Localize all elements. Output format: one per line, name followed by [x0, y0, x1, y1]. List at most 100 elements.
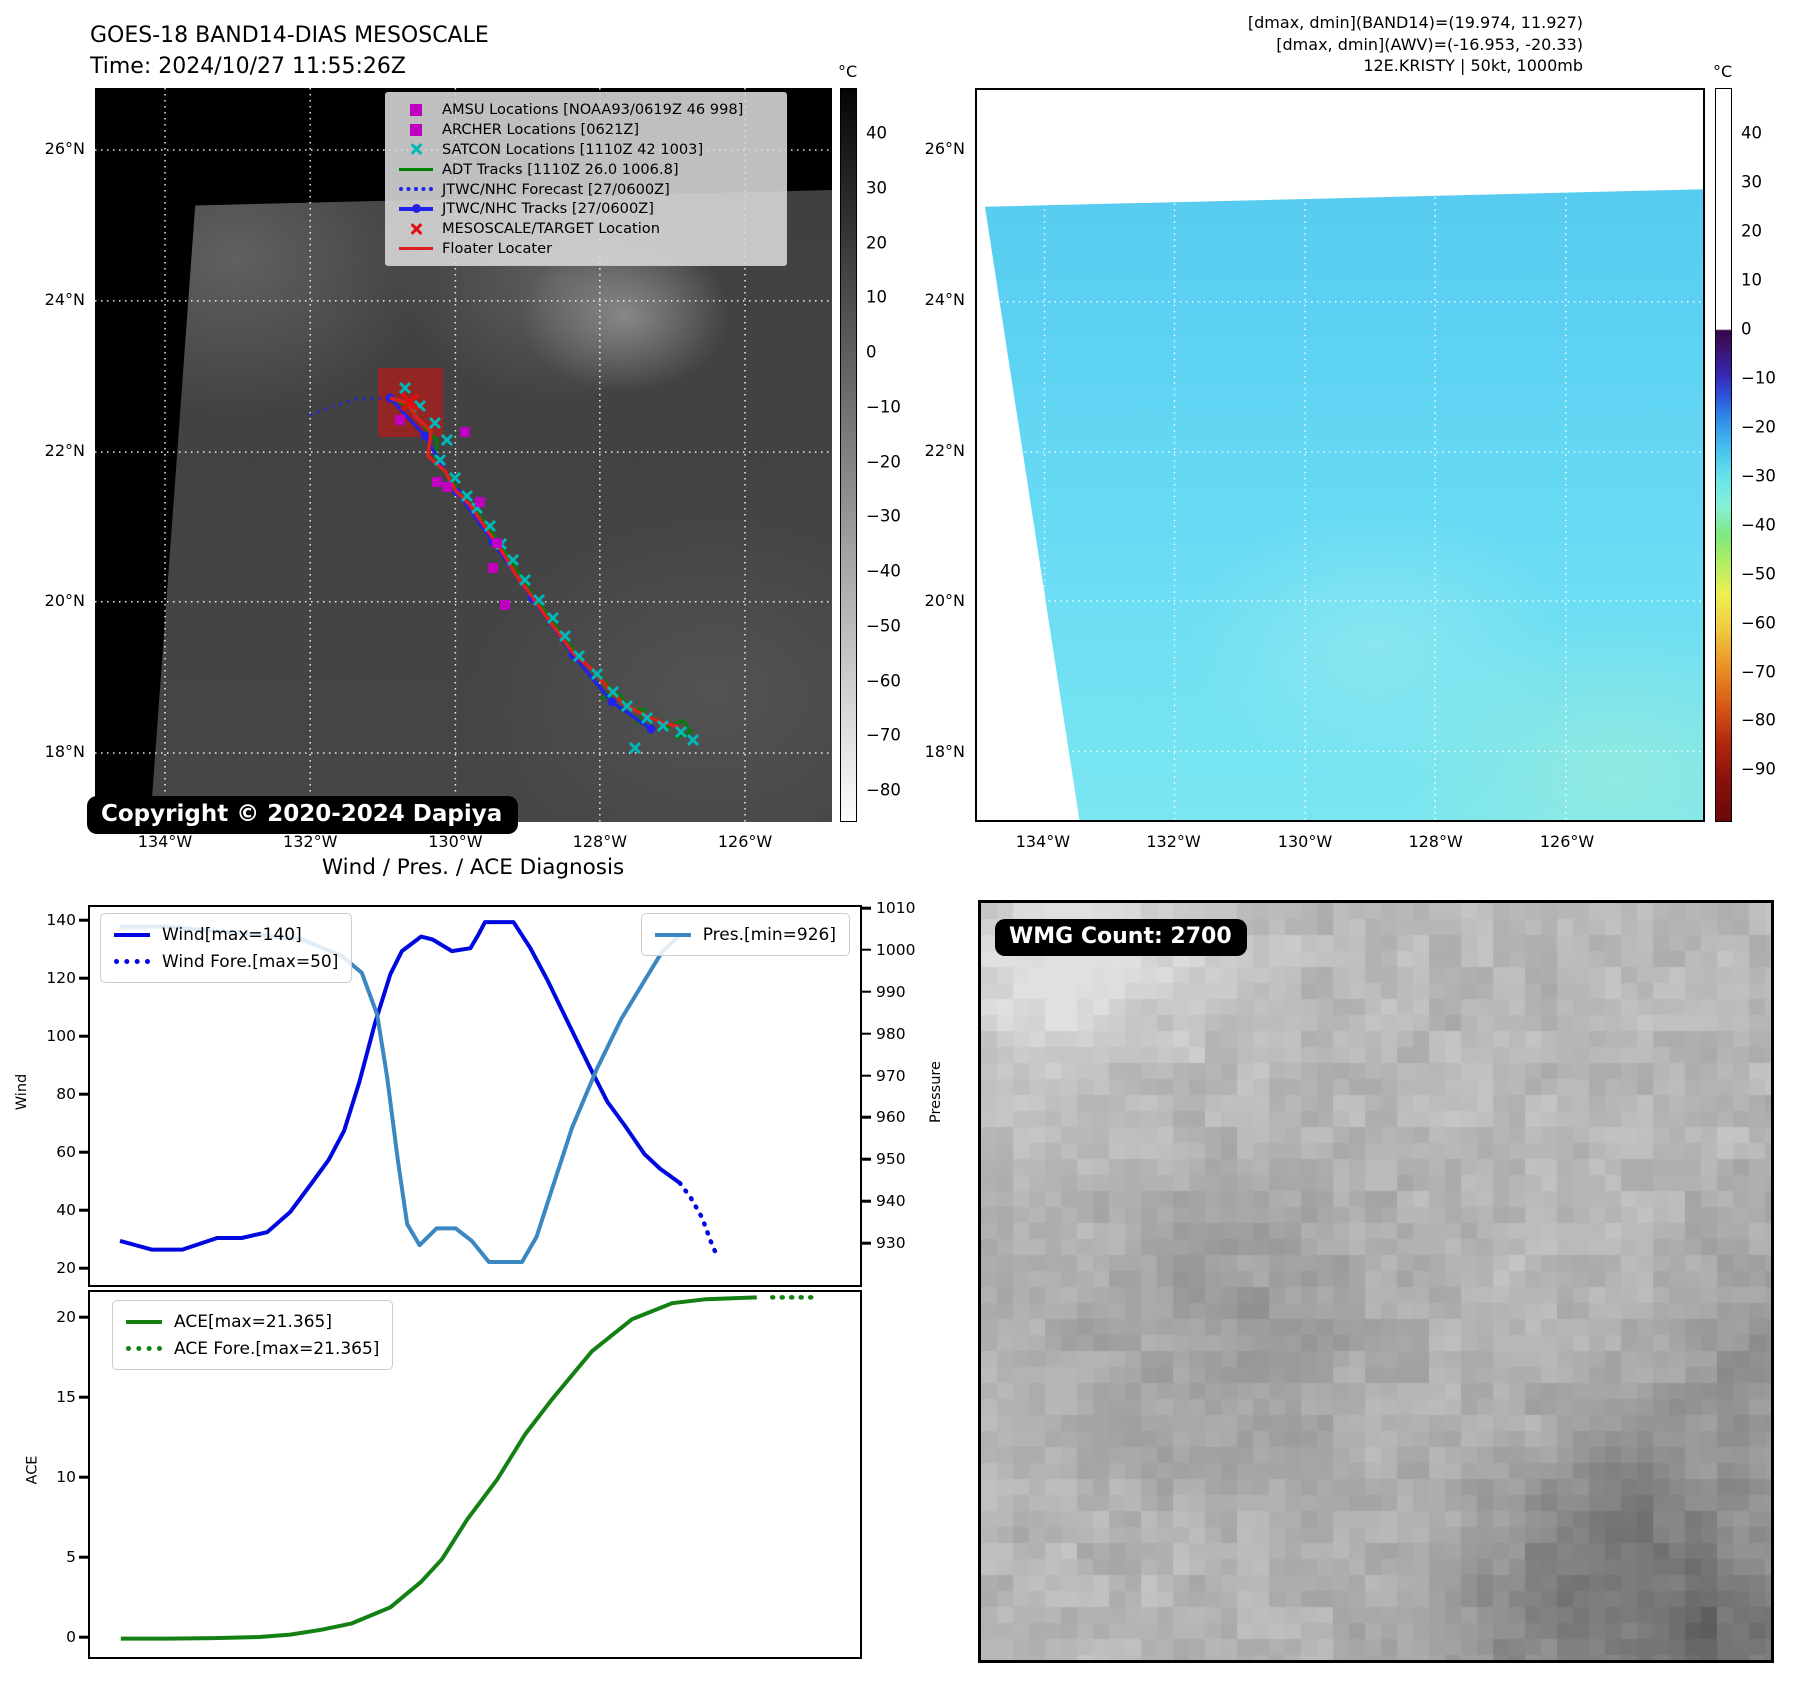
band14-panel-title: GOES-18 BAND14-DIAS MESOSCALE Time: 2024… [90, 20, 489, 82]
legend-row: SATCON Locations [1110Z 42 1003] [390, 140, 778, 160]
copyright-badge: Copyright © 2020-2024 Dapiya [87, 796, 519, 834]
legend-row: AMSU Locations [NOAA93/0619Z 46 998] [390, 100, 778, 120]
legend-label: ARCHER Locations [0621Z] [442, 121, 640, 139]
pressure-axis-label: Pressure [927, 1061, 944, 1123]
satcon-x-marker [532, 593, 546, 607]
awv-header: [dmax, dmin](BAND14)=(19.974, 11.927) [d… [1248, 12, 1583, 77]
satcon-x-marker [460, 489, 474, 503]
map-gridlines [95, 88, 832, 822]
axis-tick-label: 960 [876, 1108, 906, 1127]
map-legend: AMSU Locations [NOAA93/0619Z 46 998] ARCH… [385, 92, 787, 267]
axis-tick-mark [862, 990, 871, 994]
axis-tick-mark [862, 1158, 871, 1161]
x-cyan-marker [390, 142, 442, 156]
axis-tick-label: 0 [66, 1628, 76, 1647]
axis-tick-mark [79, 1266, 88, 1270]
line-dot-blue-icon [399, 204, 433, 213]
wmg-count-badge: WMG Count: 2700 [995, 919, 1247, 956]
axis-tick-label: 20 [56, 1258, 76, 1277]
satcon-x-marker [483, 519, 497, 533]
colorbar-tick-label: 20 [866, 233, 887, 252]
wind-forecast-swatch [114, 959, 150, 964]
axis-tick-label: 1000 [876, 940, 916, 959]
axis-tick-mark [79, 1315, 88, 1319]
lat-tick-label: 22°N [44, 441, 85, 461]
legend-label: ADT Tracks [1110Z 26.0 1006.8] [442, 160, 679, 178]
dmax-dmin-band14: [dmax, dmin](BAND14)=(19.974, 11.927) [1247, 13, 1583, 32]
axis-tick-mark [79, 1556, 88, 1559]
amsu-marker [488, 563, 498, 573]
colorbar-tick-label: −10 [866, 397, 901, 417]
legend-row: ADT Tracks [1110Z 26.0 1006.8] [390, 159, 778, 179]
jtwc-track-point [646, 724, 656, 734]
satcon-x-marker [640, 711, 654, 725]
legend-label: Floater Locater [442, 239, 553, 257]
square-magenta-marker [390, 123, 442, 136]
ace-forecast-legend-label: ACE Fore.[max=21.365] [174, 1338, 380, 1359]
axis-tick-mark [79, 1208, 88, 1212]
legend-row: Wind Fore.[max=50] [114, 948, 338, 975]
legend-label: MESOSCALE/TARGET Location [442, 220, 660, 238]
amsu-marker [475, 497, 485, 507]
colorbar-tick-label: −50 [866, 616, 901, 636]
axis-tick-label: 1010 [876, 898, 916, 917]
axis-tick-mark [79, 1395, 88, 1399]
wmg-panel: WMG Count: 2700 [978, 900, 1774, 1663]
satcon-x-marker [506, 553, 520, 567]
colorbar-tick-label: 30 [866, 178, 887, 198]
lon-tick-label: 132°W [1146, 832, 1201, 851]
pressure-line-swatch [654, 932, 691, 937]
satcon-x-marker [433, 453, 447, 467]
axis-tick-mark [862, 1116, 871, 1119]
storm-tracks-overlay [309, 368, 700, 755]
axis-tick-mark [862, 1074, 871, 1077]
axis-tick-mark [79, 1034, 88, 1038]
colorbar-tick-label: −20 [866, 452, 901, 472]
satcon-x-marker [674, 725, 688, 739]
colorbar-tick-label: −20 [1741, 417, 1776, 437]
band14-colorbar [840, 88, 857, 822]
colorbar-tick-label: −80 [866, 780, 901, 800]
wind-legend: Wind[max=140] Wind Fore.[max=50] [100, 913, 353, 983]
colorbar-tick-label: 10 [866, 287, 887, 307]
axis-tick-mark [862, 1199, 871, 1203]
axis-tick-mark [79, 1636, 88, 1639]
colorbar-tick-label: −50 [1741, 564, 1776, 584]
axis-tick-mark [862, 948, 871, 952]
colorbar-tick-label: 30 [1741, 172, 1762, 192]
jtwc-track-point [607, 697, 617, 707]
band14-map: AMSU Locations [NOAA93/0619Z 46 998] ARCH… [87, 88, 832, 834]
colorbar-tick-label: −30 [1741, 466, 1776, 486]
satcon-x-marker [558, 629, 572, 643]
colorbar-tick-label: 10 [1741, 270, 1762, 290]
amsu-marker [442, 482, 452, 492]
lon-tick-label: 130°W [428, 832, 483, 851]
axis-tick-label: 100 [46, 1027, 76, 1046]
awv-swath [984, 189, 1703, 820]
x-red-marker [390, 222, 442, 236]
lon-tick-label: 128°W [1408, 832, 1463, 851]
amsu-marker [500, 600, 510, 610]
awv-map [975, 88, 1705, 822]
ace-line-swatch [126, 1319, 162, 1324]
axis-tick-mark [79, 1476, 88, 1479]
axis-tick-mark [79, 976, 88, 980]
line-green-marker [390, 167, 442, 171]
lon-tick-label: 132°W [283, 832, 338, 851]
colorbar-tick-label: −90 [1741, 759, 1776, 779]
square-magenta-icon [410, 123, 422, 136]
ace-chart: ACE[max=21.365] ACE Fore.[max=21.365] [88, 1290, 862, 1659]
axis-tick-label: 40 [56, 1200, 76, 1219]
axis-tick-label: 60 [56, 1142, 76, 1161]
lon-tick-label: 134°W [137, 832, 193, 851]
lon-tick-label: 126°W [717, 832, 773, 851]
legend-row: Pres.[min=926] [654, 921, 836, 948]
amsu-marker [432, 477, 442, 487]
axis-tick-label: 950 [876, 1150, 906, 1169]
legend-label: JTWC/NHC Tracks [27/0600Z] [442, 200, 654, 218]
satcon-x-marker [518, 573, 532, 587]
colorbar-tick-label: −40 [866, 561, 901, 581]
lat-tick-label: 26°N [924, 139, 965, 159]
legend-label: JTWC/NHC Forecast [27/0600Z] [442, 180, 670, 198]
lon-tick-label: 130°W [1277, 832, 1333, 851]
